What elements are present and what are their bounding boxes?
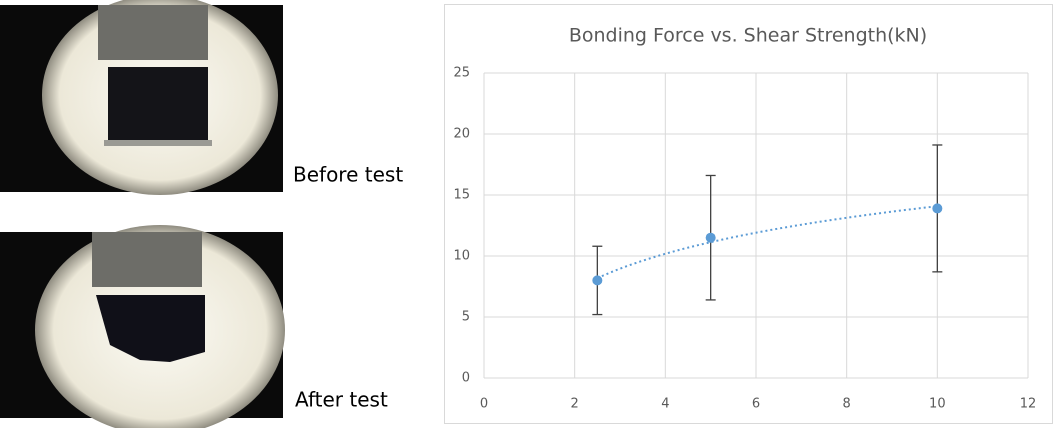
x-tick-label: 0 <box>480 397 488 412</box>
caption: After test <box>295 388 388 412</box>
point <box>592 275 603 286</box>
plot: 0 5 10 15 20 25 0 2 4 6 8 10 12 <box>453 66 1036 412</box>
y-tick-label: 20 <box>453 127 470 142</box>
point <box>932 203 943 214</box>
y-tick-label: 25 <box>453 66 470 81</box>
trendline <box>596 205 938 280</box>
photo-after <box>0 225 285 432</box>
point <box>705 232 716 243</box>
x-tick-label: 2 <box>571 397 579 412</box>
x-tick-label: 12 <box>1020 397 1037 412</box>
caption: Before test <box>293 163 403 187</box>
y-tick-label: 10 <box>453 249 470 264</box>
y-tick-label: 15 <box>453 188 470 203</box>
chart-title: Bonding Force vs. Shear Strength(kN) <box>569 25 927 47</box>
y-tick-label: 5 <box>462 310 470 325</box>
x-tick-label: 8 <box>843 397 851 412</box>
x-tick-label: 10 <box>929 397 946 412</box>
x-tick-label: 4 <box>661 397 669 412</box>
x-tick-label: 6 <box>752 397 760 412</box>
chart-frame <box>444 4 1053 424</box>
y-tick-label: 0 <box>462 371 470 386</box>
photo-before <box>0 0 283 195</box>
